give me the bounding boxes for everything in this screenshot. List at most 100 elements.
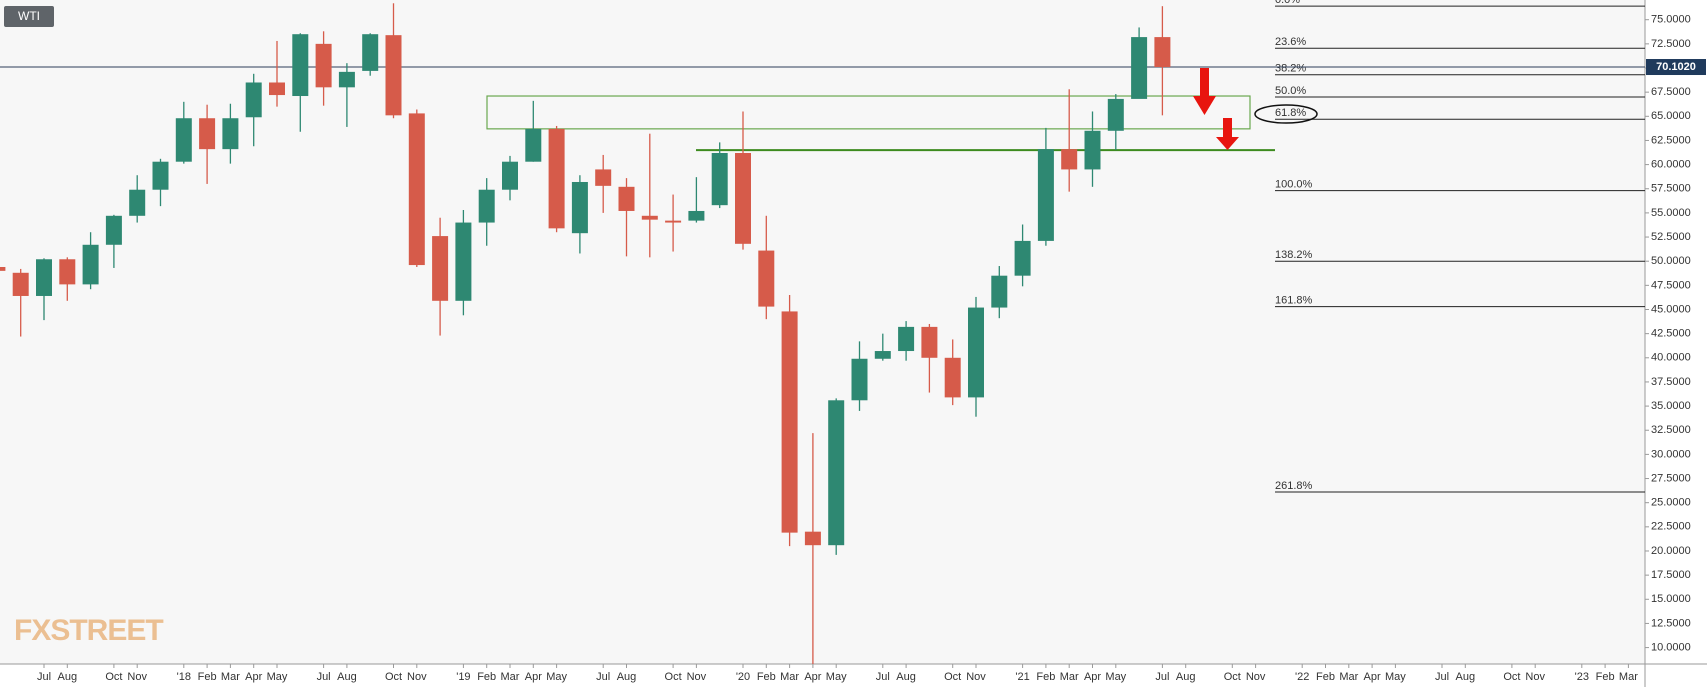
candle-body bbox=[502, 161, 518, 190]
candle-body bbox=[0, 266, 6, 271]
x-tick-label: Aug bbox=[1456, 671, 1476, 683]
x-tick-label: Mar bbox=[780, 671, 799, 683]
plot-background bbox=[0, 0, 1645, 664]
symbol-label: WTI bbox=[18, 9, 40, 23]
x-tick-label: Nov bbox=[687, 671, 707, 683]
candle-body bbox=[269, 82, 285, 96]
candle-body bbox=[618, 186, 635, 211]
y-tick-label: 27.5000 bbox=[1651, 472, 1691, 484]
marks-layer: 0.0% 23.6% 38.2% 50.0% 61.8% 100.0% 138.2% 161.… bbox=[0, 0, 1645, 664]
x-tick-label: Mar bbox=[1339, 671, 1358, 683]
candle-body bbox=[851, 358, 868, 401]
x-tick-label: '19 bbox=[456, 671, 470, 683]
x-tick-label: '23 bbox=[1575, 671, 1589, 683]
y-tick-label: 60.0000 bbox=[1651, 159, 1691, 171]
y-tick-label: 75.0000 bbox=[1651, 14, 1691, 26]
y-tick-label: 55.0000 bbox=[1651, 207, 1691, 219]
x-tick-label: Jul bbox=[317, 671, 331, 683]
x-tick-label: May bbox=[1105, 671, 1126, 683]
candle-body bbox=[1107, 98, 1124, 131]
fib-label: 50.0% bbox=[1275, 85, 1306, 97]
y-tick-label: 42.5000 bbox=[1651, 328, 1691, 340]
candle-body bbox=[36, 259, 52, 296]
x-tick-label: Oct bbox=[1224, 671, 1241, 683]
y-tick-label: 22.5000 bbox=[1651, 521, 1691, 533]
candle-body bbox=[152, 161, 169, 190]
x-tick-label: '20 bbox=[736, 671, 750, 683]
x-tick-label: Apr bbox=[525, 671, 542, 683]
arrow bbox=[1216, 118, 1239, 150]
fib-label: 0.0% bbox=[1275, 0, 1300, 6]
candle-body bbox=[1014, 240, 1031, 276]
fib-label: 38.2% bbox=[1275, 63, 1306, 75]
x-tick-label: Nov bbox=[127, 671, 147, 683]
fib-label: 61.8% bbox=[1275, 107, 1306, 119]
y-tick-label: 57.5000 bbox=[1651, 183, 1691, 195]
x-tick-label: Nov bbox=[966, 671, 986, 683]
candle-body bbox=[944, 357, 961, 398]
y-tick-label: 35.0000 bbox=[1651, 400, 1691, 412]
x-tick-label: Jul bbox=[876, 671, 890, 683]
x-tick-label: Feb bbox=[1316, 671, 1335, 683]
y-tick-label: 37.5000 bbox=[1651, 376, 1691, 388]
x-tick-label: Jul bbox=[1155, 671, 1169, 683]
y-tick-label: 12.5000 bbox=[1651, 617, 1691, 629]
candle-body bbox=[222, 118, 239, 150]
candle-body bbox=[432, 236, 449, 301]
y-tick-label: 20.0000 bbox=[1651, 545, 1691, 557]
candle-body bbox=[921, 326, 938, 358]
watermark: FXSTREET bbox=[14, 614, 163, 647]
x-tick-label: Aug bbox=[896, 671, 916, 683]
x-tick-label: Nov bbox=[407, 671, 427, 683]
y-tick-label: 67.5000 bbox=[1651, 86, 1691, 98]
y-tick-label: 52.5000 bbox=[1651, 231, 1691, 243]
x-tick-label: Mar bbox=[221, 671, 240, 683]
candle-body bbox=[385, 35, 402, 116]
candle-body bbox=[12, 272, 29, 296]
y-tick-label: 17.5000 bbox=[1651, 569, 1691, 581]
candle-body bbox=[781, 311, 798, 533]
y-tick-label: 47.5000 bbox=[1651, 279, 1691, 291]
candle-body bbox=[665, 220, 682, 223]
candle-body bbox=[641, 215, 658, 220]
candle-body bbox=[245, 82, 262, 118]
x-tick-label: '21 bbox=[1015, 671, 1029, 683]
x-tick-label: Oct bbox=[385, 671, 402, 683]
candle-body bbox=[874, 351, 891, 359]
candle-body bbox=[199, 118, 216, 150]
candle-body bbox=[991, 275, 1008, 308]
candle-body bbox=[828, 400, 845, 546]
highlight-ellipse bbox=[1254, 104, 1318, 124]
x-tick-label: Aug bbox=[58, 671, 78, 683]
x-tick-label: Mar bbox=[1060, 671, 1079, 683]
candle-body bbox=[478, 189, 495, 223]
y-tick-label: 65.0000 bbox=[1651, 110, 1691, 122]
x-tick-label: Apr bbox=[245, 671, 262, 683]
fib-label: 23.6% bbox=[1275, 36, 1306, 48]
candle-body bbox=[968, 307, 984, 398]
candle-body bbox=[315, 43, 332, 88]
x-tick-label: Apr bbox=[1084, 671, 1101, 683]
x-tick-label: Jul bbox=[37, 671, 51, 683]
x-tick-label: '22 bbox=[1295, 671, 1309, 683]
x-tick-label: '18 bbox=[177, 671, 191, 683]
x-tick-label: Aug bbox=[337, 671, 357, 683]
arrow bbox=[1193, 68, 1216, 115]
x-tick-label: Aug bbox=[617, 671, 637, 683]
candle-body bbox=[175, 118, 192, 162]
y-tick-label: 40.0000 bbox=[1651, 352, 1691, 364]
x-tick-label: Oct bbox=[944, 671, 961, 683]
fib-label: 138.2% bbox=[1275, 249, 1313, 261]
y-tick-label: 50.0000 bbox=[1651, 255, 1691, 267]
candle-body bbox=[408, 113, 425, 266]
candle-body bbox=[1084, 130, 1101, 170]
x-tick-label: Oct bbox=[1503, 671, 1520, 683]
candle-body bbox=[688, 210, 705, 221]
fib-label: 261.8% bbox=[1275, 480, 1313, 492]
x-tick-label: Apr bbox=[1364, 671, 1381, 683]
candle-body bbox=[362, 34, 379, 71]
x-tick-label: Apr bbox=[804, 671, 821, 683]
last-price-label: 70.1020 bbox=[1656, 61, 1696, 73]
x-tick-label: Oct bbox=[105, 671, 122, 683]
